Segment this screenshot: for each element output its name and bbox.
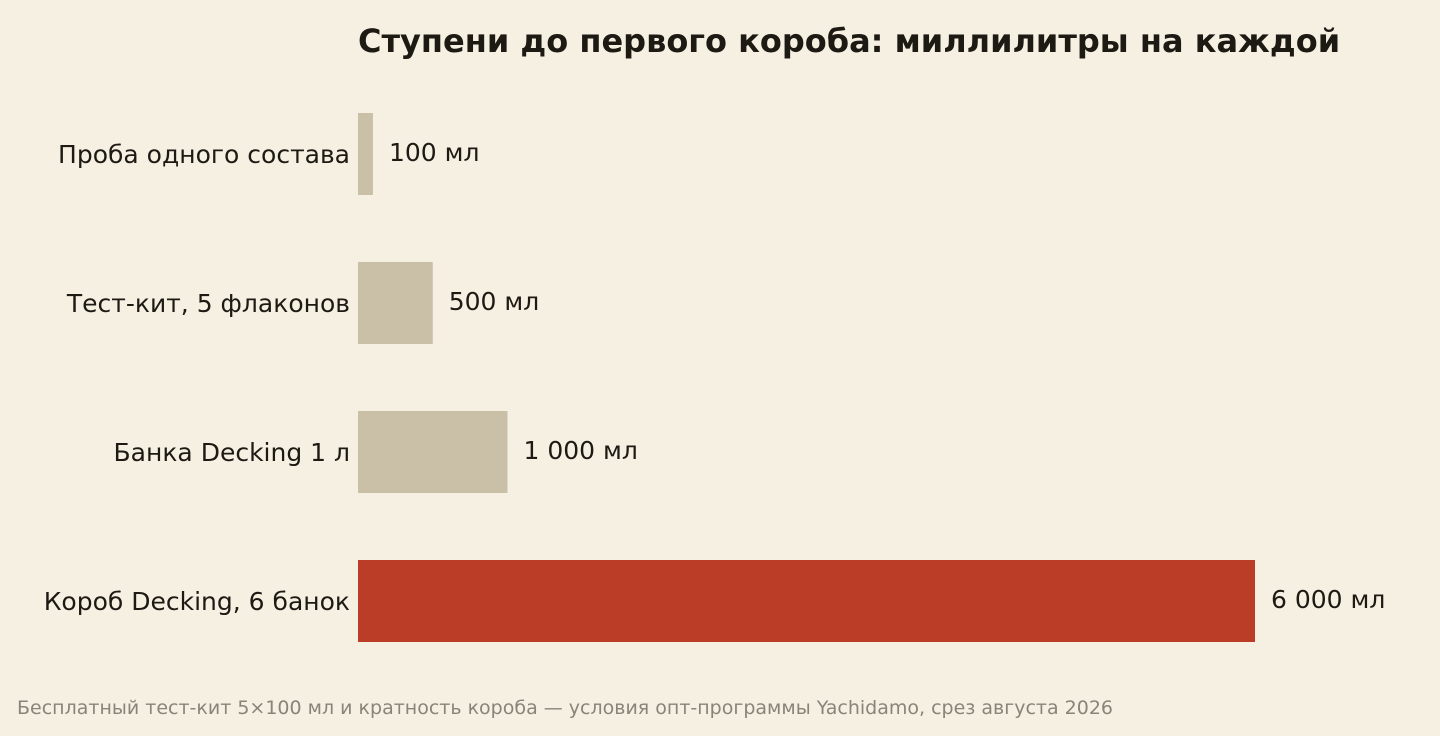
bar-2	[358, 262, 433, 344]
value-label-2: 500 мл	[449, 287, 540, 316]
bar-4	[358, 560, 1255, 642]
category-label-3: Банка Decking 1 л	[114, 438, 350, 467]
chart-title: Ступени до первого короба: миллилитры на…	[358, 22, 1340, 60]
value-label-4: 6 000 мл	[1271, 585, 1385, 614]
value-label-1: 100 мл	[389, 138, 480, 167]
value-label-3: 1 000 мл	[524, 436, 638, 465]
category-label-4: Короб Decking, 6 банок	[44, 587, 350, 616]
bars-group: Проба одного состава 100 мл Тест-кит, 5 фл…	[44, 113, 1385, 642]
bar-3	[358, 411, 508, 493]
category-label-1: Проба одного состава	[58, 140, 350, 169]
footnote: Бесплатный тест-кит 5×100 мл и кратность…	[17, 697, 1113, 719]
category-label-2: Тест-кит, 5 флаконов	[66, 289, 350, 318]
bar-1	[358, 113, 373, 195]
